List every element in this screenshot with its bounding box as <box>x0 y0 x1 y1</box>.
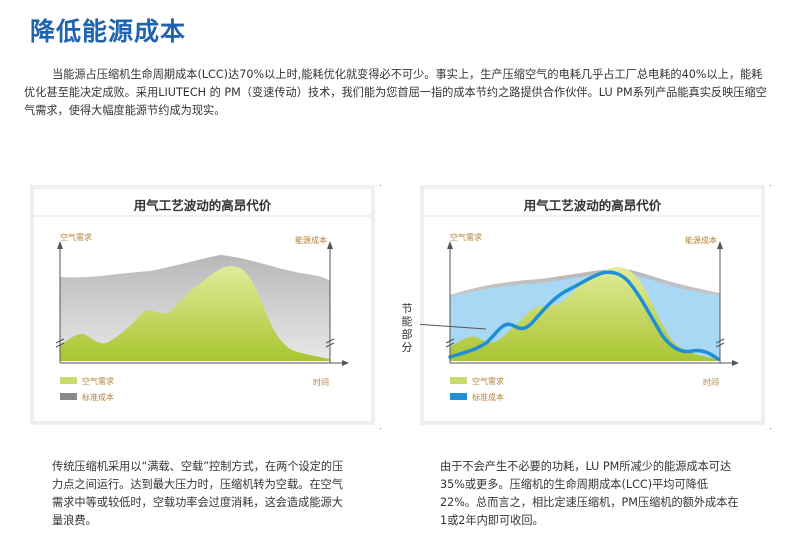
corner-mark <box>770 428 771 429</box>
corner-mark <box>770 185 771 186</box>
y2-axis-label: 能源成本 <box>685 235 717 245</box>
description-pm: 由于不会产生不必要的功耗，LU PM所减少的能源成本可达35%或更多。压缩机的生… <box>440 460 739 527</box>
panel-header: 用气工艺波动的高昂代价 <box>424 189 761 215</box>
y-axis-label: 空气需求 <box>60 232 92 242</box>
chart-pm: 空气需求 能源成本 时间 空气需求 标准成本 <box>420 217 761 421</box>
panel-header: 用气工艺波动的高昂代价 <box>34 189 371 215</box>
x-axis-label: 时间 <box>703 377 719 387</box>
y-axis-label: 空气需求 <box>450 232 482 242</box>
legend-swatch-cost <box>60 393 77 400</box>
axis-break-marks <box>445 338 725 348</box>
y2-axis-arrow <box>327 241 333 249</box>
x-axis-label: 时间 <box>313 377 329 387</box>
legend-swatch-cost <box>450 393 467 400</box>
description-conventional: 传统压缩机采用以“满载、空载”控制方式，在两个设定的压力点之间运行。达到最大压力… <box>52 460 344 527</box>
x-axis-arrow <box>342 360 349 366</box>
y2-axis-arrow <box>717 241 723 249</box>
energy-saving-callout: 节能部分 <box>401 302 413 354</box>
air-demand-area <box>450 267 720 361</box>
legend-label-cost: 标准成本 <box>82 392 114 402</box>
page-title: 降低能源成本 <box>30 17 187 46</box>
legend-label-demand: 空气需求 <box>472 376 504 386</box>
axis-break-marks <box>55 338 335 348</box>
chart-panel-conventional: 用气工艺波动的高昂代价 空气需求 能源成本 <box>30 185 375 425</box>
x-axis-arrow <box>732 360 739 366</box>
corner-mark <box>380 185 381 186</box>
corner-mark <box>380 428 381 429</box>
y-axis-arrow <box>447 241 453 249</box>
legend-label-cost: 标准成本 <box>472 392 504 402</box>
y2-axis-label: 能源成本 <box>295 235 327 245</box>
air-demand-area <box>60 266 330 361</box>
intro-paragraph: 当能源占压缩机生命周期成本(LCC)达70%以上时,能耗优化就变得必不可少。事实… <box>24 68 767 117</box>
chart-panel-pm: 用气工艺波动的高昂代价 <box>420 185 765 425</box>
panel-title: 用气工艺波动的高昂代价 <box>523 198 662 213</box>
legend-label-demand: 空气需求 <box>82 376 114 386</box>
legend-swatch-demand <box>450 377 467 384</box>
chart-conventional: 空气需求 能源成本 时间 空气需求 标准成本 <box>34 217 371 421</box>
pm-cost-line <box>448 270 720 361</box>
panel-title: 用气工艺波动的高昂代价 <box>133 198 272 213</box>
y-axis-arrow <box>57 241 63 249</box>
legend-swatch-demand <box>60 377 77 384</box>
